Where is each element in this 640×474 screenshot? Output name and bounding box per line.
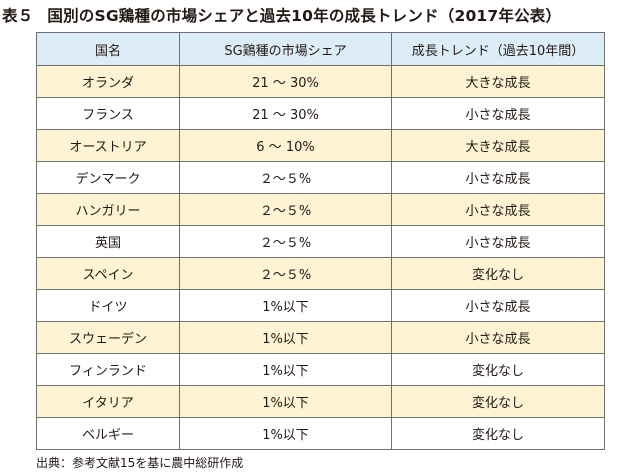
cell-growth-trend: 小さな成長	[391, 289, 605, 322]
source-note: 出典：参考文献15を基に農中総研作成	[36, 455, 244, 470]
table-row: ベルギー 1%以下 変化なし	[36, 417, 605, 450]
cell-growth-trend: 大きな成長	[391, 65, 605, 98]
cell-market-share: 6 ～ 10%	[179, 129, 392, 162]
table-row: ドイツ 1%以下 小さな成長	[36, 289, 605, 322]
cell-market-share: 1%以下	[179, 417, 392, 450]
cell-growth-trend: 小さな成長	[391, 97, 605, 130]
table-row: 英国 ２～５% 小さな成長	[36, 225, 605, 258]
table-row: フィンランド 1%以下 変化なし	[36, 353, 605, 386]
cell-country: イタリア	[36, 385, 180, 418]
cell-market-share: 1%以下	[179, 385, 392, 418]
cell-country: 英国	[36, 225, 180, 258]
cell-country: オランダ	[36, 65, 180, 98]
cell-growth-trend: 変化なし	[391, 385, 605, 418]
table-row: ハンガリー ２～５% 小さな成長	[36, 193, 605, 226]
cell-growth-trend: 小さな成長	[391, 193, 605, 226]
cell-market-share: ２～５%	[179, 193, 392, 226]
cell-country: オーストリア	[36, 129, 180, 162]
header-growth-trend: 成長トレンド（過去10年間）	[391, 32, 605, 66]
cell-growth-trend: 小さな成長	[391, 225, 605, 258]
table-row: デンマーク ２～５% 小さな成長	[36, 161, 605, 194]
table-number: 表５	[2, 7, 34, 25]
cell-growth-trend: 小さな成長	[391, 321, 605, 354]
cell-country: フランス	[36, 97, 180, 130]
cell-market-share: 1%以下	[179, 321, 392, 354]
cell-country: デンマーク	[36, 161, 180, 194]
header-market-share: SG鶏種の市場シェア	[179, 32, 392, 66]
table-title: 国別のSG鶏種の市場シェアと過去10年の成長トレンド（2017年公表）	[47, 7, 562, 25]
cell-country: フィンランド	[36, 353, 180, 386]
cell-growth-trend: 変化なし	[391, 257, 605, 290]
cell-market-share: 1%以下	[179, 353, 392, 386]
table-row: オーストリア 6 ～ 10% 大きな成長	[36, 129, 605, 162]
cell-growth-trend: 小さな成長	[391, 161, 605, 194]
header-row: 国名 SG鶏種の市場シェア 成長トレンド（過去10年間）	[36, 32, 605, 66]
cell-market-share: 1%以下	[179, 289, 392, 322]
cell-country: ベルギー	[36, 417, 180, 450]
cell-growth-trend: 変化なし	[391, 353, 605, 386]
cell-market-share: ２～５%	[179, 257, 392, 290]
table-row: オランダ 21 ～ 30% 大きな成長	[36, 65, 605, 98]
cell-market-share: 21 ～ 30%	[179, 65, 392, 98]
cell-country: スウェーデン	[36, 321, 180, 354]
table-row: スウェーデン 1%以下 小さな成長	[36, 321, 605, 354]
table-row: イタリア 1%以下 変化なし	[36, 385, 605, 418]
table-row: スペイン ２～５% 変化なし	[36, 257, 605, 290]
table-row: フランス 21 ～ 30% 小さな成長	[36, 97, 605, 130]
table-caption: 表５ 国別のSG鶏種の市場シェアと過去10年の成長トレンド（2017年公表）	[2, 3, 638, 27]
cell-growth-trend: 変化なし	[391, 417, 605, 450]
cell-market-share: ２～５%	[179, 161, 392, 194]
cell-market-share: ２～５%	[179, 225, 392, 258]
cell-country: ハンガリー	[36, 193, 180, 226]
market-share-table: 国名 SG鶏種の市場シェア 成長トレンド（過去10年間） オランダ 21 ～ 30…	[36, 32, 605, 450]
cell-growth-trend: 大きな成長	[391, 129, 605, 162]
header-country: 国名	[36, 32, 180, 66]
cell-country: スペイン	[36, 257, 180, 290]
cell-market-share: 21 ～ 30%	[179, 97, 392, 130]
cell-country: ドイツ	[36, 289, 180, 322]
